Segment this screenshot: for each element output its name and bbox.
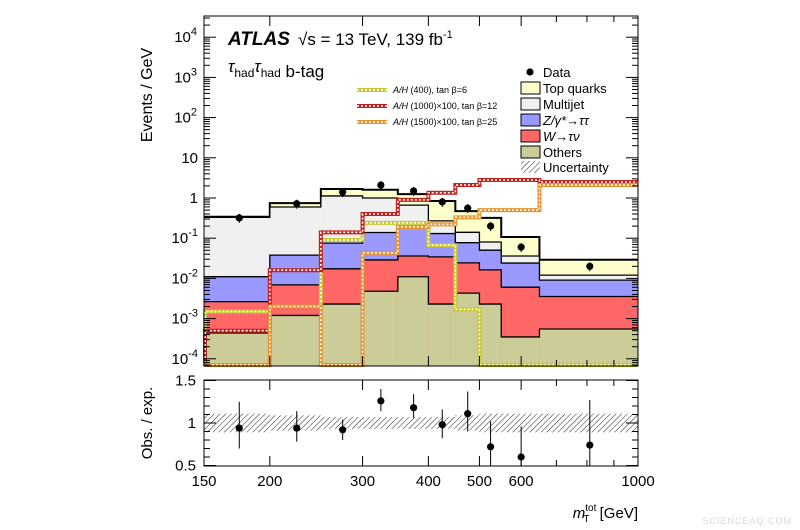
ratio-point <box>464 410 472 418</box>
legend-uncertainty-swatch <box>521 161 540 173</box>
ratio-uncertainty-band <box>539 413 638 433</box>
main-frame <box>203 15 639 367</box>
x-tick-label: 150 <box>191 473 216 490</box>
main-y-axis-title: Events / GeV <box>139 48 156 143</box>
data-point <box>410 187 418 195</box>
atlas-label: ATLAS <box>227 29 290 50</box>
ratio-point <box>486 443 495 451</box>
x-tick-label: 600 <box>509 473 534 490</box>
ratio-point <box>235 424 243 432</box>
y-tick-label: 10-3 <box>172 308 198 328</box>
signal-legend-label: A/H (400), tan β=6 <box>392 85 467 95</box>
ratio-panel <box>204 389 638 466</box>
signal-legend: A/H (400), tan β=6 A/H (1000)×100, tan β=… <box>357 85 497 127</box>
x-tick-label: 300 <box>350 473 375 490</box>
signal-legend-label: A/H (1500)×100, tan β=25 <box>392 117 497 127</box>
legend-swatch <box>520 81 541 95</box>
ratio-point <box>293 424 301 432</box>
x-tick-label: 200 <box>257 473 282 490</box>
stack-bar-others <box>455 293 480 366</box>
y-tick-label: 102 <box>174 107 197 127</box>
legend-label: Z/γ*→ττ <box>542 113 590 128</box>
legend-data-label: Data <box>543 65 571 80</box>
signal-line-dots-2 <box>204 184 638 366</box>
stack-bar-others <box>397 276 429 366</box>
y-tick-label: 10-4 <box>172 348 198 368</box>
ratio-y-tick-label: 0.5 <box>175 458 196 475</box>
x-tick-label: 500 <box>467 473 492 490</box>
legend-uncertainty-label: Uncertainty <box>543 160 609 175</box>
ratio-uncertainty-band <box>501 413 540 433</box>
stack-bar-others <box>320 304 363 366</box>
legend-label: W→τν <box>543 129 580 144</box>
data-point <box>486 222 495 230</box>
signal-legend-label: A/H (1000)×100, tan β=12 <box>392 101 497 111</box>
ratio-point <box>410 404 418 412</box>
watermark: SCIENCEAQ.COM <box>702 516 792 526</box>
ratio-y-tick-label: 1 <box>188 415 196 432</box>
legend-label: Top quarks <box>543 81 607 96</box>
ratio-uncertainty-band <box>269 415 321 431</box>
x-tick-label: 400 <box>416 473 441 490</box>
stack-bar-others <box>539 329 638 366</box>
legend-data-marker <box>526 68 534 76</box>
y-tick-label: 103 <box>174 66 197 86</box>
stack-bar-others <box>269 315 321 366</box>
ratio-uncertainty-band <box>320 417 363 429</box>
x-tick-label: 1000 <box>621 473 654 490</box>
axis-ticks: 150 200 300 400 500 600 100010410310210110-110… <box>172 16 655 490</box>
y-tick-label: 10-2 <box>172 267 198 287</box>
y-tick-label: 10 <box>181 150 198 167</box>
legend-swatch <box>520 129 541 143</box>
data-point <box>377 181 385 189</box>
ratio-uncertainty-band <box>397 417 429 429</box>
ratio-uncertainty-band <box>204 413 270 433</box>
signal-line-dots-1 <box>204 179 638 366</box>
y-tick-label: 10-1 <box>172 227 198 247</box>
channel-label: τhadτhad b-tag <box>228 57 324 81</box>
legend-swatch <box>520 113 541 127</box>
ratio-uncertainty-band <box>362 417 398 429</box>
ratio-y-axis-title: Obs. / exp. <box>139 387 156 460</box>
data-point <box>235 214 243 222</box>
legend-swatch <box>520 97 541 111</box>
data-point <box>464 204 472 212</box>
ratio-point <box>339 426 347 434</box>
ratio-point <box>438 421 446 429</box>
x-axis-title: mtot T [GeV] <box>573 503 638 525</box>
data-point <box>293 200 301 208</box>
ratio-point <box>377 397 385 405</box>
stack-bar-others <box>362 291 398 366</box>
data-point <box>586 262 594 270</box>
stack-bar-others <box>428 304 456 366</box>
legend-swatch <box>520 145 541 159</box>
data-point <box>339 188 347 196</box>
ratio-point <box>586 441 594 449</box>
ratio-y-tick-label: 1.5 <box>175 373 196 390</box>
stack-bar-others <box>501 336 540 366</box>
stack-bar-others <box>204 332 270 366</box>
y-tick-label: 104 <box>174 26 197 46</box>
legend-label: Others <box>543 145 583 160</box>
legend-label: Multijet <box>543 97 585 112</box>
stack-bar-others <box>479 304 502 366</box>
main-panel <box>203 178 638 368</box>
y-tick-label: 1 <box>190 190 198 207</box>
data-point <box>438 198 446 206</box>
data-point <box>517 243 525 251</box>
energy-lumi-label: √s = 13 TeV, 139 fb-1 <box>298 29 453 49</box>
